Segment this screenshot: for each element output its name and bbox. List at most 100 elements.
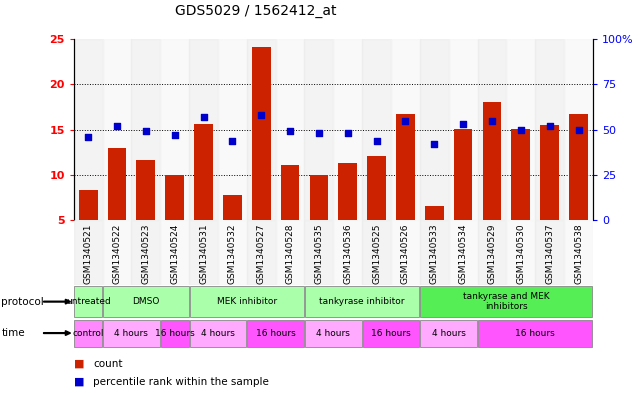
Bar bbox=[305, 286, 419, 317]
Text: 16 hours: 16 hours bbox=[371, 329, 411, 338]
Bar bbox=[420, 220, 449, 285]
Text: ■: ■ bbox=[74, 377, 84, 387]
Point bbox=[515, 127, 526, 133]
Point bbox=[487, 118, 497, 124]
Point bbox=[545, 123, 555, 129]
Bar bbox=[103, 220, 131, 285]
Bar bbox=[165, 175, 184, 220]
Text: 4 hours: 4 hours bbox=[317, 329, 350, 338]
Bar bbox=[420, 286, 592, 317]
Text: GSM1340529: GSM1340529 bbox=[487, 223, 497, 284]
Text: GSM1340525: GSM1340525 bbox=[372, 223, 381, 284]
Text: GSM1340531: GSM1340531 bbox=[199, 223, 208, 284]
Bar bbox=[420, 39, 449, 220]
Bar bbox=[333, 39, 362, 220]
Point bbox=[372, 138, 382, 144]
Text: GSM1340534: GSM1340534 bbox=[458, 223, 468, 284]
Bar bbox=[218, 220, 247, 285]
Text: GSM1340527: GSM1340527 bbox=[256, 223, 266, 284]
Bar bbox=[564, 39, 593, 220]
Text: ■: ■ bbox=[74, 359, 84, 369]
Point bbox=[342, 130, 353, 136]
Bar bbox=[108, 148, 126, 220]
Text: MEK inhibitor: MEK inhibitor bbox=[217, 297, 277, 306]
Bar bbox=[363, 320, 419, 347]
Text: protocol: protocol bbox=[1, 297, 44, 307]
Point bbox=[458, 121, 468, 127]
Point bbox=[199, 114, 209, 120]
Bar bbox=[512, 129, 530, 220]
Bar bbox=[304, 39, 333, 220]
Point bbox=[140, 129, 151, 135]
Text: 16 hours: 16 hours bbox=[515, 329, 555, 338]
Bar bbox=[160, 39, 189, 220]
Bar bbox=[131, 39, 160, 220]
Bar bbox=[338, 163, 357, 220]
Point bbox=[429, 141, 440, 147]
Text: GDS5029 / 1562412_at: GDS5029 / 1562412_at bbox=[175, 4, 336, 18]
Bar bbox=[391, 39, 420, 220]
Bar bbox=[540, 125, 559, 220]
Text: GSM1340533: GSM1340533 bbox=[429, 223, 439, 284]
Text: GSM1340524: GSM1340524 bbox=[170, 223, 179, 284]
Bar bbox=[103, 320, 160, 347]
Text: GSM1340532: GSM1340532 bbox=[228, 223, 237, 284]
Point bbox=[256, 112, 267, 118]
Bar bbox=[74, 286, 102, 317]
Bar bbox=[160, 220, 189, 285]
Bar bbox=[478, 220, 506, 285]
Point bbox=[169, 132, 179, 138]
Bar bbox=[190, 320, 246, 347]
Text: 4 hours: 4 hours bbox=[432, 329, 465, 338]
Text: percentile rank within the sample: percentile rank within the sample bbox=[93, 377, 269, 387]
Text: GSM1340526: GSM1340526 bbox=[401, 223, 410, 284]
Bar bbox=[478, 39, 506, 220]
Text: time: time bbox=[1, 328, 25, 338]
Bar bbox=[131, 220, 160, 285]
Bar bbox=[305, 320, 362, 347]
Text: 4 hours: 4 hours bbox=[201, 329, 235, 338]
Bar bbox=[252, 46, 271, 220]
Bar bbox=[137, 160, 155, 220]
Point bbox=[574, 127, 584, 133]
Bar bbox=[218, 39, 247, 220]
Point bbox=[83, 134, 94, 140]
Bar bbox=[281, 165, 299, 220]
Bar bbox=[396, 114, 415, 220]
Bar bbox=[276, 39, 304, 220]
Text: GSM1340530: GSM1340530 bbox=[516, 223, 526, 284]
Bar bbox=[103, 286, 188, 317]
Bar bbox=[247, 220, 276, 285]
Text: control: control bbox=[72, 329, 104, 338]
Bar bbox=[247, 320, 304, 347]
Text: GSM1340538: GSM1340538 bbox=[574, 223, 583, 284]
Bar bbox=[362, 39, 391, 220]
Point bbox=[314, 130, 324, 136]
Bar bbox=[535, 220, 564, 285]
Text: GSM1340537: GSM1340537 bbox=[545, 223, 554, 284]
Point bbox=[400, 118, 410, 124]
Bar bbox=[161, 320, 188, 347]
Point bbox=[228, 138, 238, 144]
Text: GSM1340528: GSM1340528 bbox=[285, 223, 295, 284]
Point bbox=[112, 123, 122, 129]
Bar bbox=[190, 286, 304, 317]
Bar bbox=[189, 39, 218, 220]
Text: GSM1340535: GSM1340535 bbox=[314, 223, 324, 284]
Bar bbox=[449, 220, 478, 285]
Bar bbox=[569, 114, 588, 220]
Bar bbox=[391, 220, 420, 285]
Text: untreated: untreated bbox=[66, 297, 110, 306]
Bar bbox=[223, 195, 242, 220]
Bar bbox=[449, 39, 478, 220]
Text: DMSO: DMSO bbox=[132, 297, 160, 306]
Bar bbox=[506, 220, 535, 285]
Bar bbox=[333, 220, 362, 285]
Point bbox=[285, 129, 295, 135]
Text: tankyrase inhibitor: tankyrase inhibitor bbox=[319, 297, 405, 306]
Text: count: count bbox=[93, 359, 122, 369]
Bar bbox=[420, 320, 477, 347]
Bar bbox=[304, 220, 333, 285]
Text: GSM1340536: GSM1340536 bbox=[343, 223, 353, 284]
Bar bbox=[425, 206, 444, 220]
